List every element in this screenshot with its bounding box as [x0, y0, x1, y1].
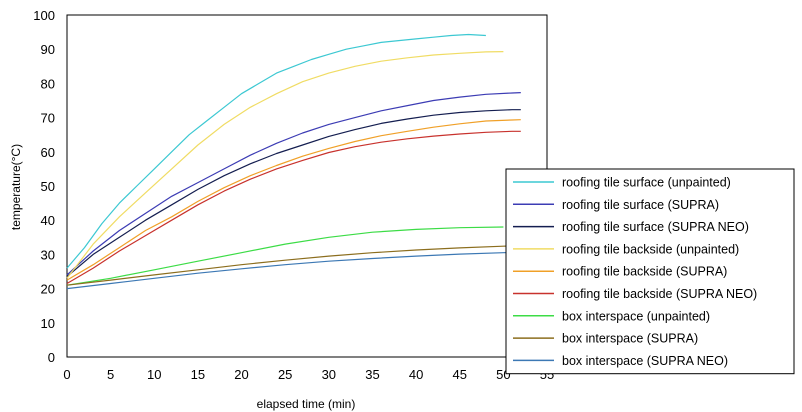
series-line-7	[66, 226, 504, 286]
x-tick-label: 25	[278, 367, 292, 382]
y-axis-title: temperature(°C)	[9, 144, 23, 230]
series-line-3	[66, 109, 521, 278]
y-tick-label: 0	[48, 350, 55, 365]
x-tick-label: 20	[234, 367, 248, 382]
y-tick-label: 20	[41, 282, 55, 297]
y-tick-label: 30	[41, 247, 55, 262]
y-tick-label: 50	[41, 179, 55, 194]
series-line-9	[66, 251, 521, 290]
legend-label: box interspace (SUPRA)	[562, 332, 698, 346]
x-tick-label: 10	[147, 367, 161, 382]
legend-label: roofing tile backside (SUPRA NEO)	[562, 287, 757, 301]
y-tick-label: 70	[41, 111, 55, 126]
x-axis-title: elapsed time (min)	[257, 397, 356, 411]
legend-label: roofing tile surface (SUPRA)	[562, 198, 719, 212]
series-line-5	[66, 119, 521, 281]
x-tick-label: 45	[452, 367, 466, 382]
legend-label: box interspace (unpainted)	[562, 309, 710, 323]
x-tick-label: 5	[107, 367, 114, 382]
y-tick-label: 60	[41, 145, 55, 160]
y-tick-label: 80	[41, 76, 55, 91]
series-line-4	[66, 51, 504, 279]
axes	[66, 14, 548, 358]
x-tick-label: 15	[191, 367, 205, 382]
tick-labels: 0 10 20 30 40 50 60 70 80 90 100 0 5 10 15 20 25 30 35 40 45…	[33, 8, 554, 382]
y-tick-label: 10	[41, 316, 55, 331]
legend-label: roofing tile backside (unpainted)	[562, 242, 739, 256]
legend-label: roofing tile surface (SUPRA NEO)	[562, 220, 749, 234]
series-line-1	[66, 33, 486, 269]
legend-label: roofing tile surface (unpainted)	[562, 176, 731, 190]
x-tick-label: 0	[63, 367, 70, 382]
y-tick-label: 40	[41, 213, 55, 228]
x-tick-label: 30	[322, 367, 336, 382]
legend-label: roofing tile backside (SUPRA)	[562, 265, 727, 279]
y-tick-label: 90	[41, 42, 55, 57]
series-line-8	[66, 244, 521, 286]
x-tick-label: 35	[365, 367, 379, 382]
plot-area	[66, 14, 548, 358]
series-line-2	[66, 92, 521, 276]
series-lines	[66, 33, 521, 290]
legend: roofing tile surface (unpainted) roofing …	[505, 168, 795, 375]
legend-label: box interspace (SUPRA NEO)	[562, 354, 728, 368]
x-tick-label: 40	[409, 367, 423, 382]
y-tick-label: 100	[33, 8, 55, 23]
series-line-6	[66, 130, 521, 285]
